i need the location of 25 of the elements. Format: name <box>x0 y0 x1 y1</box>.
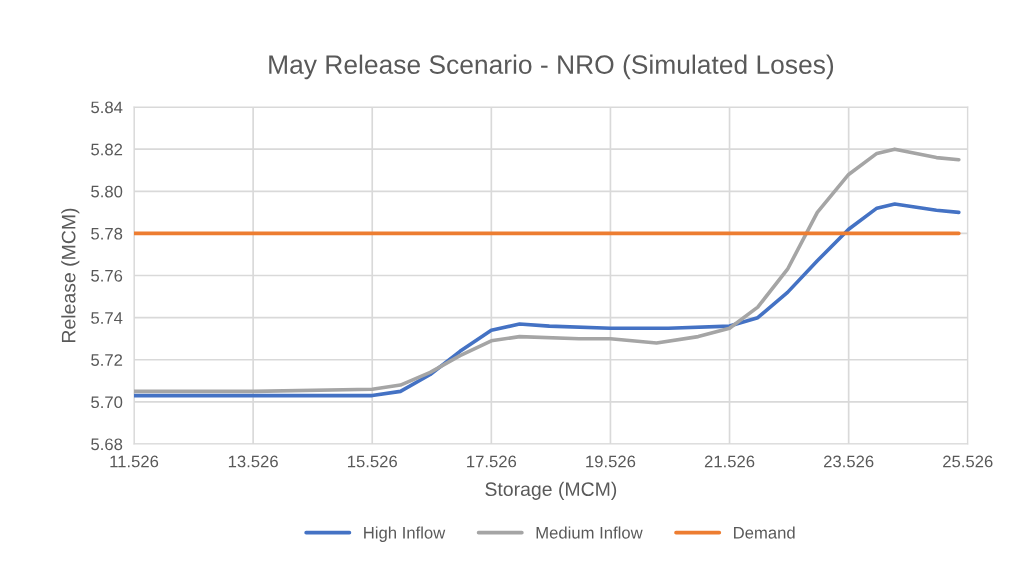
x-tick-label: 15.526 <box>348 455 397 468</box>
x-tick-label: 21.526 <box>704 455 755 468</box>
y-tick-label: 5.70 <box>91 396 123 409</box>
y-tick-label: 5.68 <box>91 438 123 451</box>
x-tick-label: 19.526 <box>586 455 636 468</box>
x-tick-label: 25.526 <box>943 455 993 468</box>
y-tick-label: 5.82 <box>91 143 123 156</box>
legend-label: Medium Inflow <box>536 526 643 539</box>
y-axis-title: Release (MCM) <box>61 208 80 342</box>
x-tick-label: 11.526 <box>110 455 159 468</box>
legend-label: High Inflow <box>364 526 446 542</box>
chart-title: May Release Scenario - NRO (Simulated Loses) <box>269 54 834 80</box>
y-tick-label: 5.78 <box>91 227 123 240</box>
y-tick-label: 5.84 <box>91 101 123 114</box>
y-tick-label: 5.76 <box>91 269 123 282</box>
x-tick-label: 13.526 <box>228 455 278 468</box>
line-series <box>134 202 961 398</box>
line-series <box>134 147 961 394</box>
x-tick-label: 17.526 <box>467 455 517 468</box>
x-axis-title: Storage (MCM) <box>485 481 617 500</box>
y-tick-label: 5.80 <box>91 185 123 198</box>
y-tick-label: 5.72 <box>91 354 123 366</box>
y-tick-label: 5.74 <box>91 312 123 324</box>
x-tick-label: 23.526 <box>824 455 874 468</box>
legend-label: Demand <box>734 526 795 539</box>
